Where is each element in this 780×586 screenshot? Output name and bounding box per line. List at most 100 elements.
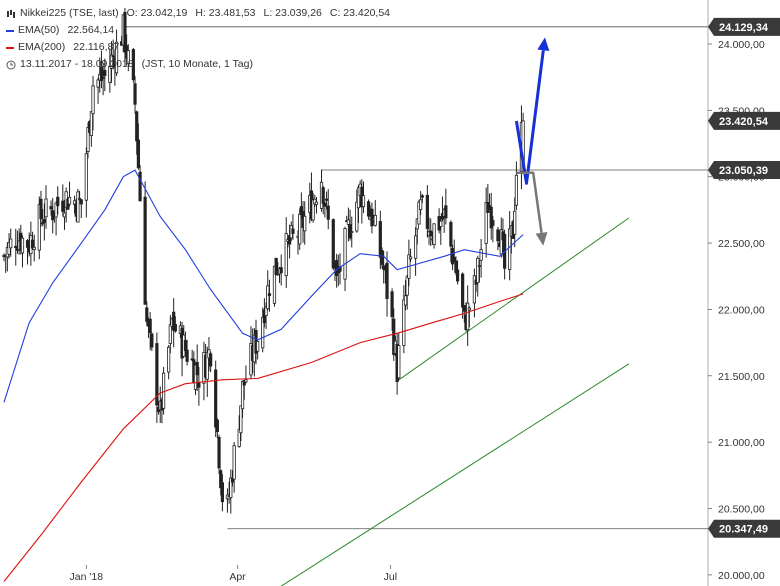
candle bbox=[348, 209, 352, 241]
candle bbox=[350, 216, 354, 248]
candle bbox=[84, 147, 88, 218]
candle bbox=[455, 260, 460, 285]
candle bbox=[274, 257, 278, 276]
y-tick-label: 21.500,00 bbox=[718, 371, 765, 383]
candle bbox=[229, 469, 233, 514]
candle bbox=[378, 210, 382, 270]
candle bbox=[402, 285, 406, 354]
candle bbox=[272, 265, 277, 307]
candle bbox=[261, 307, 265, 353]
x-tick-label: Apr bbox=[229, 571, 246, 583]
legend-ema200-value: 22.116,87 bbox=[73, 41, 120, 53]
candle bbox=[311, 192, 315, 223]
tag-label: 20.347,49 bbox=[719, 524, 768, 536]
ema50-swatch bbox=[6, 29, 14, 32]
candle bbox=[264, 302, 268, 330]
y-tick-label: 20.000,00 bbox=[718, 570, 765, 582]
candle bbox=[133, 76, 137, 114]
y-axis: 20.000,00 20.500,00 21.000,00 21.500,00 22.0… bbox=[707, 0, 765, 586]
legend-symbol-row: Nikkei225 (TSE, last) O: 23.042,19 H: 23… bbox=[6, 5, 390, 22]
ema50-line bbox=[3, 169, 524, 403]
level-tag: 20.347,49 bbox=[708, 519, 780, 538]
candle bbox=[343, 226, 347, 291]
candle bbox=[220, 474, 224, 512]
candle bbox=[291, 214, 295, 240]
last-price-tag: 23.420,54 bbox=[708, 111, 780, 130]
clock-icon bbox=[6, 60, 16, 69]
candle bbox=[9, 228, 13, 257]
candle bbox=[244, 365, 248, 384]
candle bbox=[484, 187, 488, 258]
horizontal-levels bbox=[123, 26, 708, 530]
trendlines bbox=[280, 217, 630, 586]
candle bbox=[491, 216, 495, 243]
candle bbox=[225, 488, 230, 513]
candle bbox=[284, 217, 288, 289]
candle bbox=[279, 254, 283, 286]
candle bbox=[143, 181, 147, 305]
level-tag: 24.129,34 bbox=[708, 17, 780, 36]
legend-open: O: 23.042,19 bbox=[126, 7, 188, 19]
candlesticks bbox=[2, 8, 525, 514]
y-tick-label: 22.500,00 bbox=[718, 238, 765, 250]
projection-arrow-down bbox=[516, 171, 548, 246]
candle bbox=[145, 301, 149, 326]
candles-icon bbox=[7, 9, 15, 18]
candle bbox=[215, 418, 219, 439]
candle bbox=[138, 164, 142, 202]
price-tags: 24.129,34 23.050,39 20.347,49 23.420,54 bbox=[708, 17, 780, 538]
candle bbox=[123, 8, 127, 66]
candle bbox=[425, 185, 429, 238]
legend-high: H: 23.481,53 bbox=[195, 7, 256, 19]
candle bbox=[161, 366, 166, 415]
candle bbox=[136, 123, 140, 170]
candle bbox=[126, 44, 130, 72]
y-tick-label: 22.000,00 bbox=[718, 304, 765, 316]
candle bbox=[256, 339, 260, 360]
legend-low: L: 23.039,26 bbox=[263, 7, 322, 19]
legend-ema50-value: 22.564,14 bbox=[67, 24, 115, 36]
candle bbox=[338, 253, 342, 285]
candle bbox=[76, 188, 80, 223]
candle bbox=[168, 314, 172, 354]
candle bbox=[385, 251, 389, 317]
candle bbox=[429, 218, 433, 247]
candle bbox=[217, 434, 221, 475]
candle bbox=[439, 216, 443, 245]
candle bbox=[390, 288, 394, 331]
legend-period-info: (JST, 10 Monate, 1 Tag) bbox=[141, 58, 253, 70]
candle bbox=[476, 255, 480, 297]
candle bbox=[86, 122, 90, 159]
candle bbox=[39, 190, 43, 227]
candle bbox=[14, 228, 18, 266]
candle bbox=[173, 316, 177, 333]
candle bbox=[20, 235, 25, 268]
candle bbox=[89, 111, 93, 147]
chart-legend: Nikkei225 (TSE, last) O: 23.042,19 H: 23… bbox=[6, 5, 390, 73]
candle bbox=[303, 201, 307, 245]
candle bbox=[449, 220, 453, 263]
candle bbox=[67, 181, 72, 207]
candle bbox=[32, 234, 36, 262]
candle bbox=[96, 77, 100, 104]
candle bbox=[266, 270, 270, 311]
candle bbox=[54, 201, 58, 236]
candle bbox=[514, 161, 519, 211]
candle bbox=[37, 196, 41, 260]
candle bbox=[370, 202, 374, 234]
candle bbox=[155, 332, 159, 423]
x-tick-label: Jul bbox=[384, 571, 397, 583]
trendline-0 bbox=[396, 217, 630, 382]
candle bbox=[503, 229, 507, 280]
candle bbox=[78, 190, 82, 201]
candle bbox=[56, 186, 60, 215]
projection-arrow-up bbox=[514, 37, 550, 185]
projection-arrows bbox=[514, 37, 550, 246]
legend-ema200-label: EMA(200) bbox=[18, 41, 66, 53]
candle bbox=[148, 312, 152, 351]
moving-averages bbox=[3, 169, 524, 582]
candle bbox=[420, 193, 424, 204]
candle bbox=[185, 339, 189, 366]
candle bbox=[2, 253, 6, 262]
